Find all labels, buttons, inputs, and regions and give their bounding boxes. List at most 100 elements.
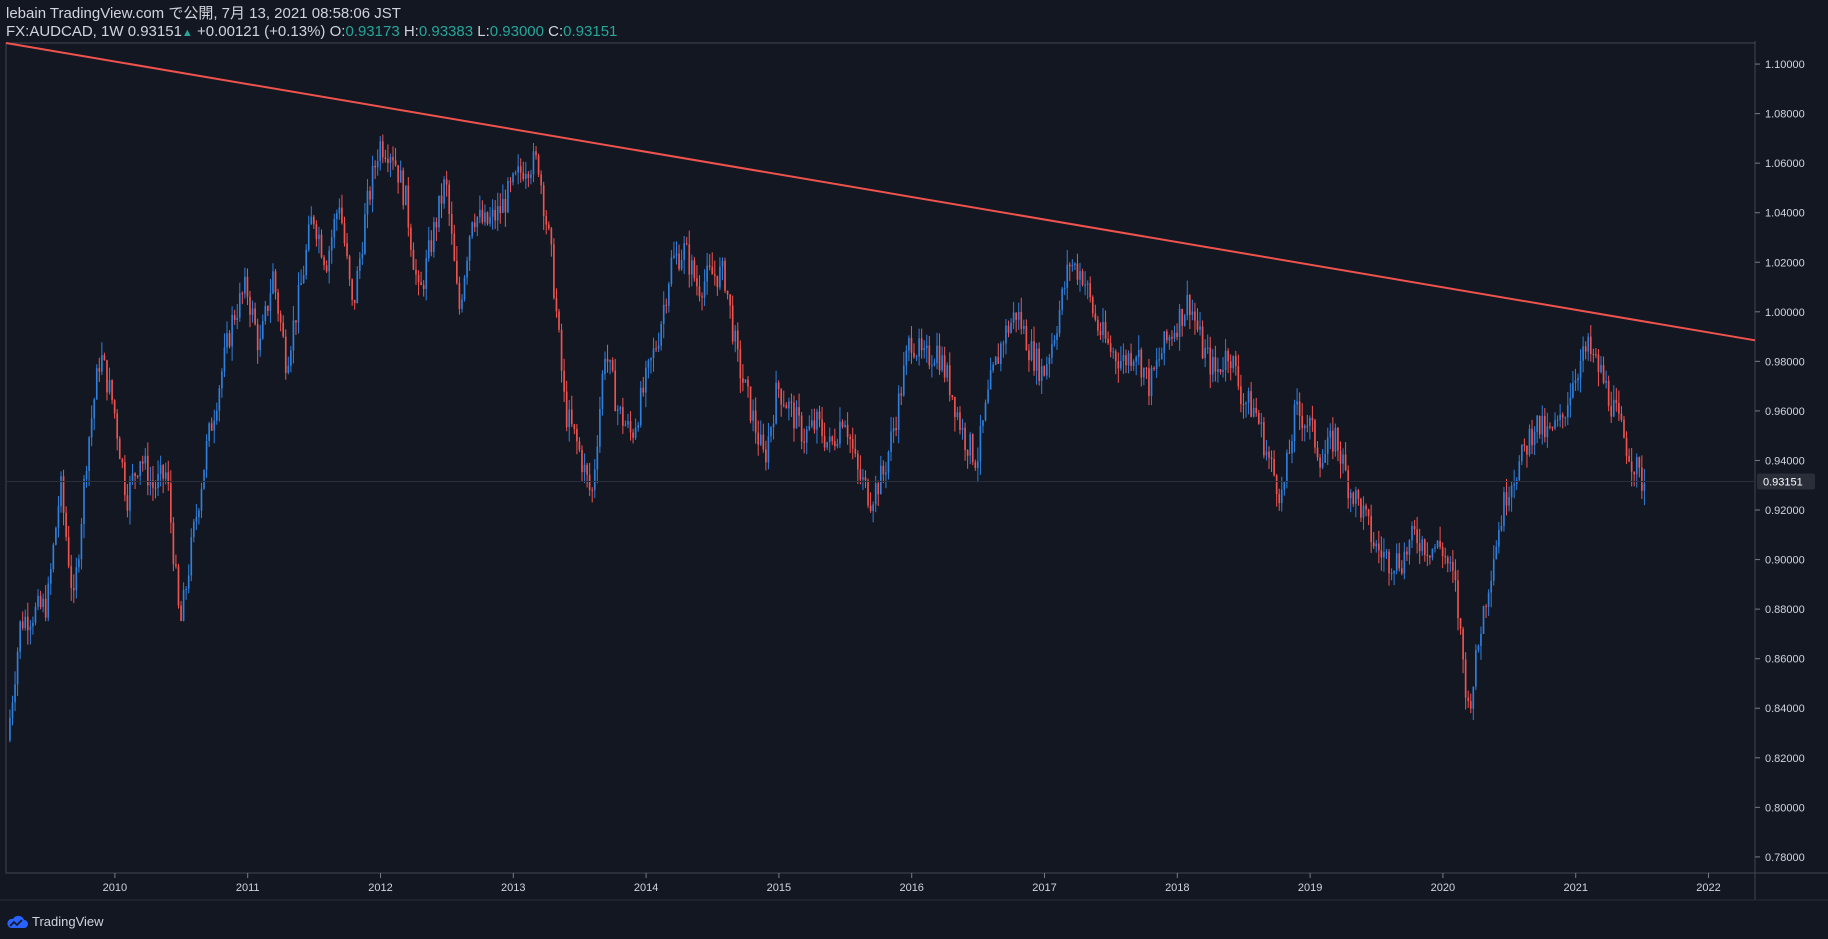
candle-body	[1615, 399, 1618, 404]
candle-body	[305, 249, 308, 275]
candle-body	[445, 179, 448, 185]
candle-body	[553, 244, 555, 298]
candle-body	[1475, 650, 1477, 687]
candle-body	[364, 214, 366, 254]
candle-body	[1589, 336, 1592, 355]
candle-body	[330, 237, 333, 251]
candle-body	[535, 151, 537, 156]
candle-body	[1283, 482, 1286, 490]
candle-body	[404, 185, 407, 206]
candle-body	[1526, 445, 1528, 455]
candle-body	[762, 434, 765, 450]
x-tick-label: 2011	[236, 882, 260, 894]
candle-body	[1352, 492, 1355, 504]
candle-body	[690, 260, 693, 275]
candle-body	[1214, 357, 1217, 372]
candle-body	[977, 461, 979, 469]
x-tick-label: 2020	[1431, 882, 1455, 894]
candle-body	[141, 461, 144, 464]
candle-body	[726, 290, 729, 295]
candle-body	[1377, 543, 1380, 551]
candle-body	[1342, 454, 1344, 464]
candle-body	[177, 566, 180, 606]
candle-body	[1393, 570, 1395, 574]
candle-body	[724, 260, 726, 291]
candle-body	[1360, 498, 1362, 518]
candle-body	[420, 282, 422, 285]
candle-body	[593, 469, 596, 490]
candle-body	[323, 257, 325, 266]
candle-body	[1150, 367, 1153, 397]
candle-body	[85, 471, 88, 479]
candle-body	[1561, 414, 1564, 418]
candle-body	[905, 350, 908, 366]
candle-body	[343, 222, 346, 244]
candle-body	[1252, 407, 1255, 417]
candle-body	[287, 365, 290, 373]
candle-body	[1429, 555, 1431, 558]
candle-body	[739, 349, 742, 379]
candle-body	[1413, 526, 1416, 530]
candle-body	[1104, 321, 1107, 339]
candle-body	[290, 350, 292, 366]
candle-body	[1217, 369, 1219, 372]
candle-body	[645, 367, 647, 393]
tradingview-brand[interactable]: TradingView	[6, 914, 104, 929]
candle-body	[1194, 311, 1196, 321]
candle-body	[351, 279, 353, 300]
candle-body	[325, 265, 328, 272]
candle-body	[698, 286, 701, 297]
candle-body	[1357, 490, 1360, 499]
candle-body	[846, 424, 849, 437]
candle-body	[1040, 366, 1043, 381]
candle-body	[581, 449, 583, 473]
candle-body	[757, 432, 760, 445]
candle-body	[1541, 415, 1544, 435]
candle-body	[210, 423, 213, 431]
candle-body	[1423, 539, 1426, 555]
candle-body	[742, 378, 744, 383]
candle-body	[754, 410, 757, 433]
candle-body	[1533, 431, 1536, 446]
candle-body	[759, 434, 762, 445]
candle-body	[37, 595, 39, 607]
candle-body	[292, 320, 295, 351]
candle-body	[841, 421, 844, 427]
candle-body	[1145, 367, 1148, 369]
candle-body	[450, 214, 453, 234]
candle-body	[198, 510, 200, 518]
candle-body	[1237, 366, 1240, 387]
candle-body	[604, 358, 606, 374]
candle-body	[1577, 377, 1579, 381]
candle-body	[818, 411, 821, 420]
candle-body	[19, 621, 21, 652]
candle-body	[1229, 361, 1232, 369]
x-tick-label: 2016	[899, 882, 923, 894]
candle-body	[361, 253, 364, 259]
x-tick-label: 2017	[1032, 882, 1056, 894]
candle-body	[1273, 459, 1275, 476]
candle-body	[75, 567, 78, 591]
candle-body	[251, 308, 254, 315]
candle-body	[44, 598, 47, 618]
candle-body	[744, 379, 747, 383]
candle-body	[568, 409, 571, 428]
candle-body	[231, 315, 233, 347]
candle-body	[466, 260, 468, 278]
x-tick-label: 2015	[767, 882, 791, 894]
candle-body	[134, 473, 136, 476]
candle-body	[1566, 405, 1569, 418]
candle-body	[509, 181, 512, 183]
candle-body	[542, 185, 545, 217]
candle-body	[869, 505, 872, 511]
candle-body	[1263, 422, 1265, 456]
symbol-label: FX:AUDCAD, 1W	[6, 23, 124, 40]
candle-body	[371, 165, 374, 200]
candle-body	[1498, 530, 1500, 547]
x-tick-label: 2021	[1563, 882, 1587, 894]
candle-body	[1543, 415, 1546, 438]
candle-body	[854, 448, 857, 454]
candle-body	[931, 365, 933, 367]
candle-body	[969, 434, 972, 456]
